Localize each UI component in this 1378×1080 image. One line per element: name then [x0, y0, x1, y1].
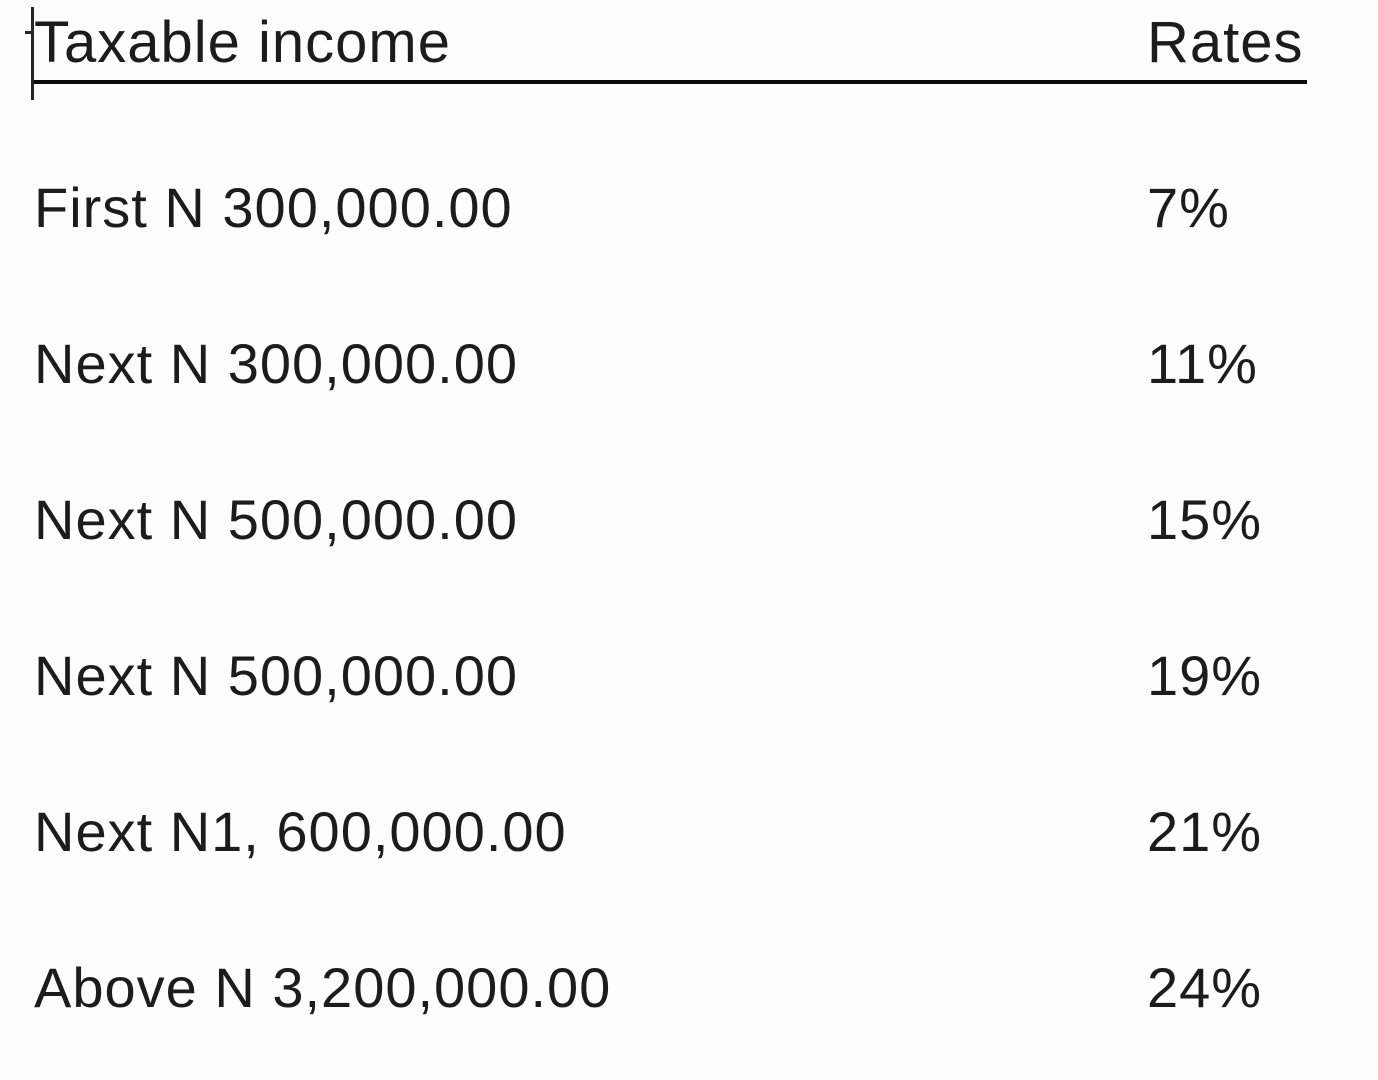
table-row: Above N 3,200,000.00 24% — [34, 956, 1307, 1020]
income-cell: Next N 500,000.00 — [34, 488, 518, 551]
table-row: Next N1, 600,000.00 21% — [34, 800, 1307, 864]
rates-column-header: Rates — [1147, 10, 1304, 75]
rate-cell: 19% — [1147, 644, 1263, 707]
table-row: First N 300,000.00 7% — [34, 176, 1307, 240]
income-cell: Next N1, 600,000.00 — [34, 800, 567, 863]
table-row: Next N 300,000.00 11% — [34, 332, 1307, 396]
table-row: Next N 500,000.00 15% — [34, 488, 1307, 552]
rate-cell: 24% — [1147, 956, 1263, 1019]
income-column-header: Taxable income — [34, 10, 451, 75]
tax-rates-table: Taxable income Rates First N 300,000.00 … — [34, 12, 1307, 1020]
table-header-row: Taxable income Rates — [34, 12, 1307, 84]
income-cell: First N 300,000.00 — [34, 176, 513, 239]
text-cursor — [25, 7, 34, 100]
rate-cell: 21% — [1147, 800, 1263, 863]
table-row: Next N 500,000.00 19% — [34, 644, 1307, 708]
income-cell: Next N 300,000.00 — [34, 332, 518, 395]
income-cell: Above N 3,200,000.00 — [34, 956, 612, 1019]
rate-cell: 11% — [1147, 332, 1258, 395]
rate-cell: 7% — [1147, 176, 1230, 239]
income-cell: Next N 500,000.00 — [34, 644, 518, 707]
rate-cell: 15% — [1147, 488, 1263, 551]
